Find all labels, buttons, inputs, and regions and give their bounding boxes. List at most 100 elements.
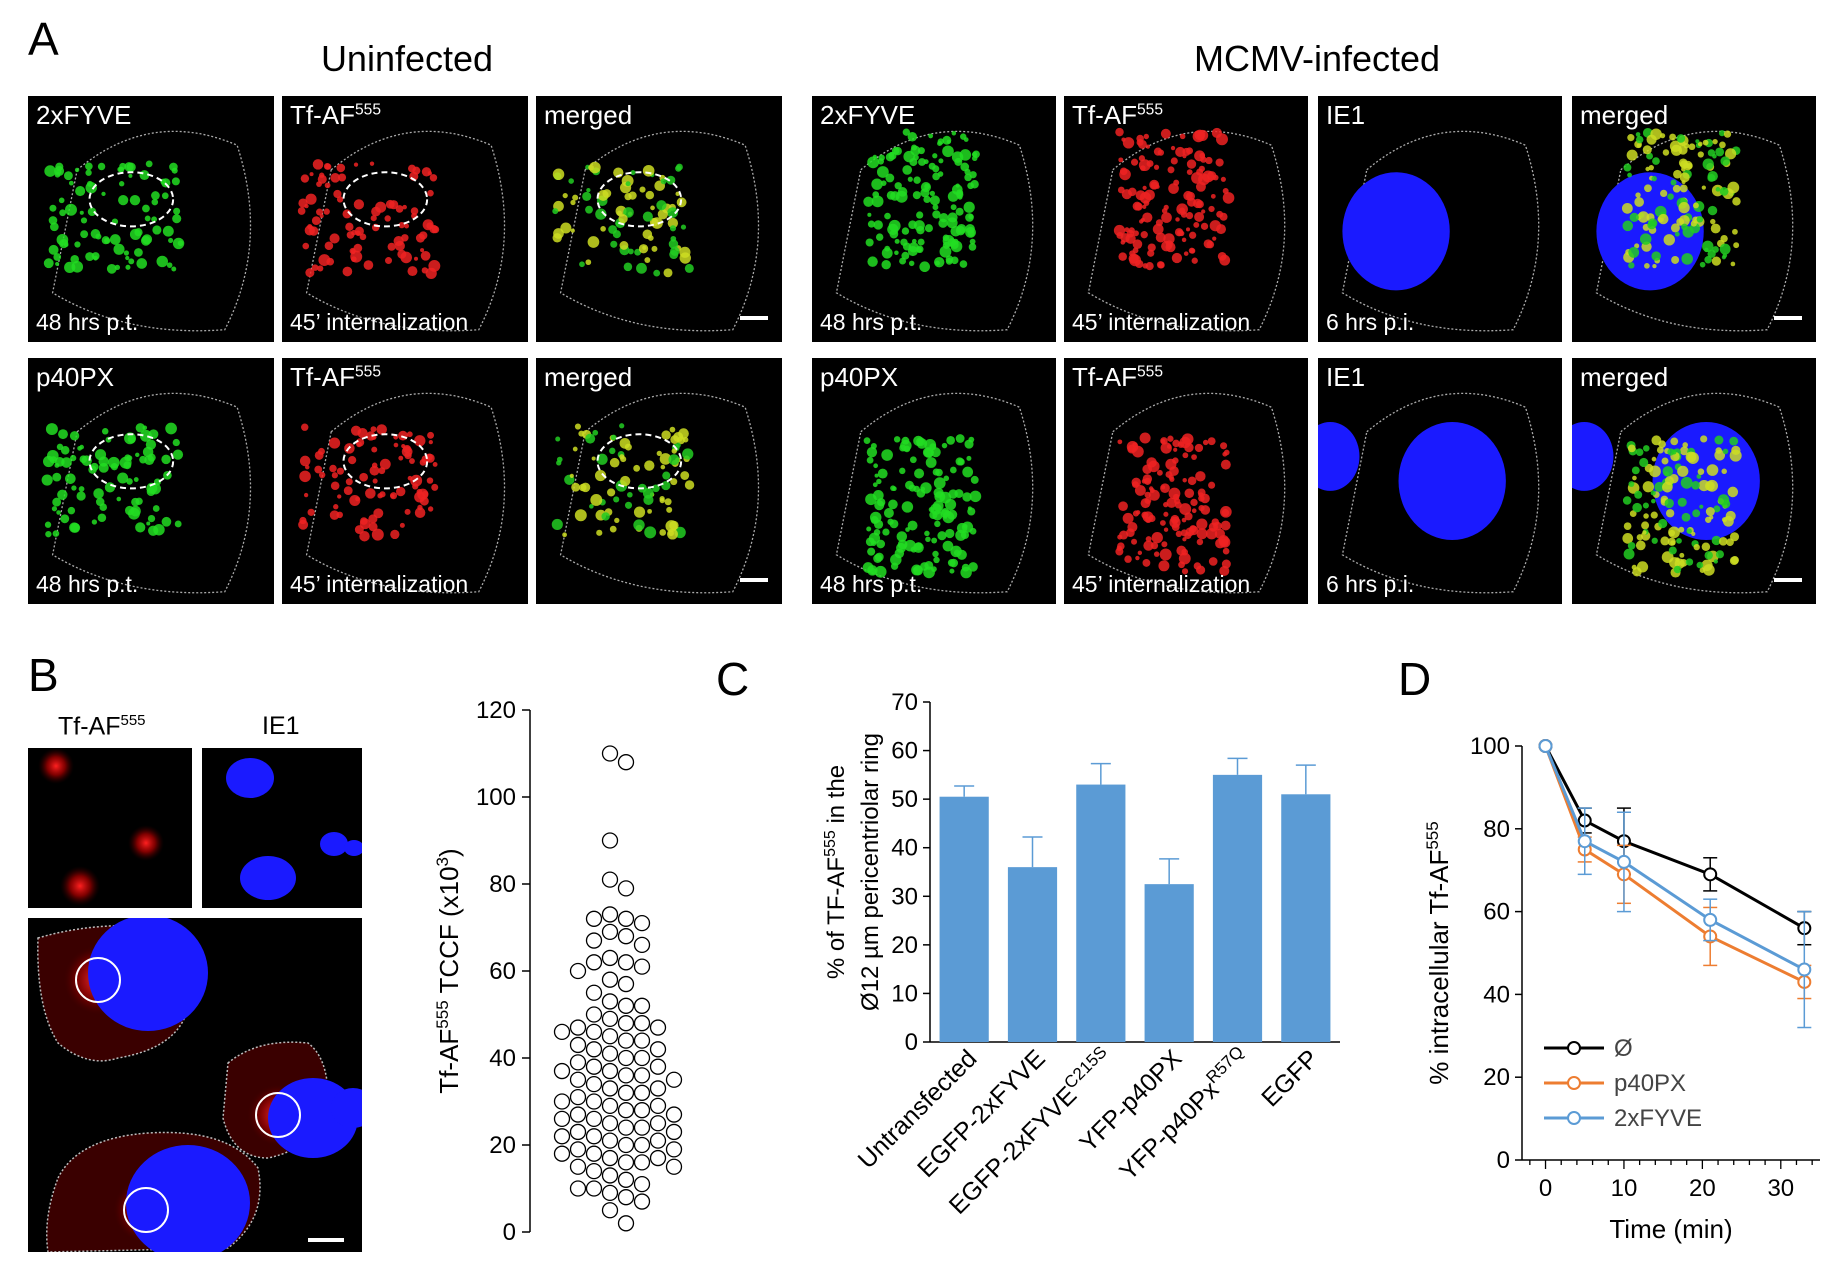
vesicle-dot (1208, 522, 1219, 532)
vesicle-dot (129, 228, 142, 241)
vesicle-dot (1191, 454, 1197, 460)
vesicle-dot (666, 175, 676, 185)
scatter-point (633, 1049, 651, 1067)
vesicle-dot (1195, 471, 1206, 482)
vesicle-dot (326, 257, 335, 266)
scatter-point (617, 928, 635, 945)
vesicle-dot (353, 162, 359, 167)
scatter-point (633, 997, 651, 1014)
vesicle-dot (887, 223, 899, 236)
vesicle-dot (919, 261, 930, 273)
vesicle-dot (1634, 197, 1645, 207)
vesicle-dot (371, 528, 384, 541)
vesicle-dot (1723, 515, 1734, 527)
vesicle-dot (389, 200, 399, 210)
vesicle-dot (568, 178, 574, 184)
micrograph-b-tf (28, 748, 192, 908)
vesicle-dot (1681, 179, 1686, 185)
scatter-point (601, 745, 619, 762)
vesicle-dot (151, 216, 158, 223)
nucleus-blob (1398, 421, 1506, 541)
tile-bottom-label: 45’ internalization (290, 571, 469, 597)
vesicle-dot (1660, 536, 1670, 546)
vesicle-dot (297, 207, 306, 215)
vesicle-dot (914, 468, 925, 479)
tile-top-sup: 555 (355, 101, 382, 119)
vesicle-dot (639, 186, 646, 193)
vesicle-dot (1679, 446, 1689, 456)
vesicle-dot (330, 173, 341, 183)
vesicle-dot (968, 213, 974, 220)
vesicle-dot (1634, 243, 1640, 249)
vesicle-dot (913, 566, 918, 572)
vesicle-dot (894, 182, 902, 190)
vesicle-dot (913, 176, 921, 184)
y-tick-label: 70 (891, 689, 918, 716)
vesicle-dot (316, 181, 322, 188)
vesicle-dot (659, 529, 667, 536)
vesicle-dot (930, 447, 941, 458)
vesicle-dot (633, 519, 645, 531)
scatter-point (617, 975, 635, 993)
vesicle-dot (863, 196, 874, 207)
vesicle-dot (420, 250, 431, 261)
vesicle-dot (1126, 528, 1135, 538)
vesicle-dot (75, 186, 86, 197)
micrograph-tile: merged (536, 358, 782, 604)
vesicle-dot (1171, 523, 1180, 531)
vesicle-dot (427, 506, 434, 512)
vesicle-dot (427, 189, 434, 197)
vesicle-dot (1635, 448, 1644, 456)
vesicle-dot (126, 162, 136, 172)
vesicle-dot (609, 447, 616, 455)
vesicle-dot (951, 130, 957, 136)
vesicle-dot (1729, 436, 1739, 446)
vesicle-dot (379, 458, 391, 470)
y-tick-label: 80 (489, 871, 516, 898)
vesicle-dot (1696, 215, 1704, 223)
legend-label: p40PX (1614, 1070, 1686, 1097)
vesicle-dot (1179, 133, 1186, 140)
vesicle-dot (49, 204, 57, 212)
vesicle-dot (680, 224, 687, 230)
scatter-point (633, 914, 651, 932)
vesicle-dot (124, 454, 131, 462)
vesicle-dot (1122, 512, 1134, 524)
scatter-point (617, 1102, 635, 1119)
scatter-point (633, 1067, 651, 1084)
tile-bottom-label: 48 hrs p.t. (36, 309, 139, 335)
vesicle-dot (1153, 147, 1163, 156)
vesicle-dot (886, 191, 896, 200)
vesicle-dot (139, 455, 147, 464)
tile-top-text: p40PX (820, 362, 899, 392)
vesicle-dot (1726, 538, 1734, 547)
vesicle-dot (378, 467, 386, 475)
category-label-text: EGFP (1256, 1044, 1324, 1112)
vesicle-dot (901, 436, 910, 445)
vesicle-dot (664, 498, 672, 506)
scatter-point (601, 1184, 619, 1202)
vesicle-dot (304, 464, 310, 470)
vesicle-dot (1699, 261, 1706, 268)
tile-top-label: Tf-AF555 (1072, 362, 1163, 393)
scatter-point (585, 984, 603, 1001)
vesicle-dot (884, 212, 891, 220)
vesicle-dot (65, 473, 76, 484)
vesicle-dot (869, 568, 877, 575)
vesicle-dot (1635, 135, 1644, 144)
vesicle-dot (1197, 129, 1209, 141)
vesicle-dot (139, 429, 152, 442)
scatter-point (569, 1088, 587, 1106)
scatter-point (649, 1149, 667, 1167)
vesicle-dot (555, 436, 561, 442)
scatter-point (633, 1119, 651, 1136)
vesicle-dot (1189, 231, 1197, 239)
vesicle-dot (1208, 205, 1215, 213)
vesicle-dot (883, 508, 894, 518)
vesicle-dot (317, 265, 324, 272)
vesicle-dot (968, 243, 977, 251)
vesicle-dot (331, 472, 338, 479)
vesicle-dot (1128, 187, 1137, 197)
micrograph-image (835, 392, 1034, 594)
vesicle-dot (314, 451, 324, 460)
